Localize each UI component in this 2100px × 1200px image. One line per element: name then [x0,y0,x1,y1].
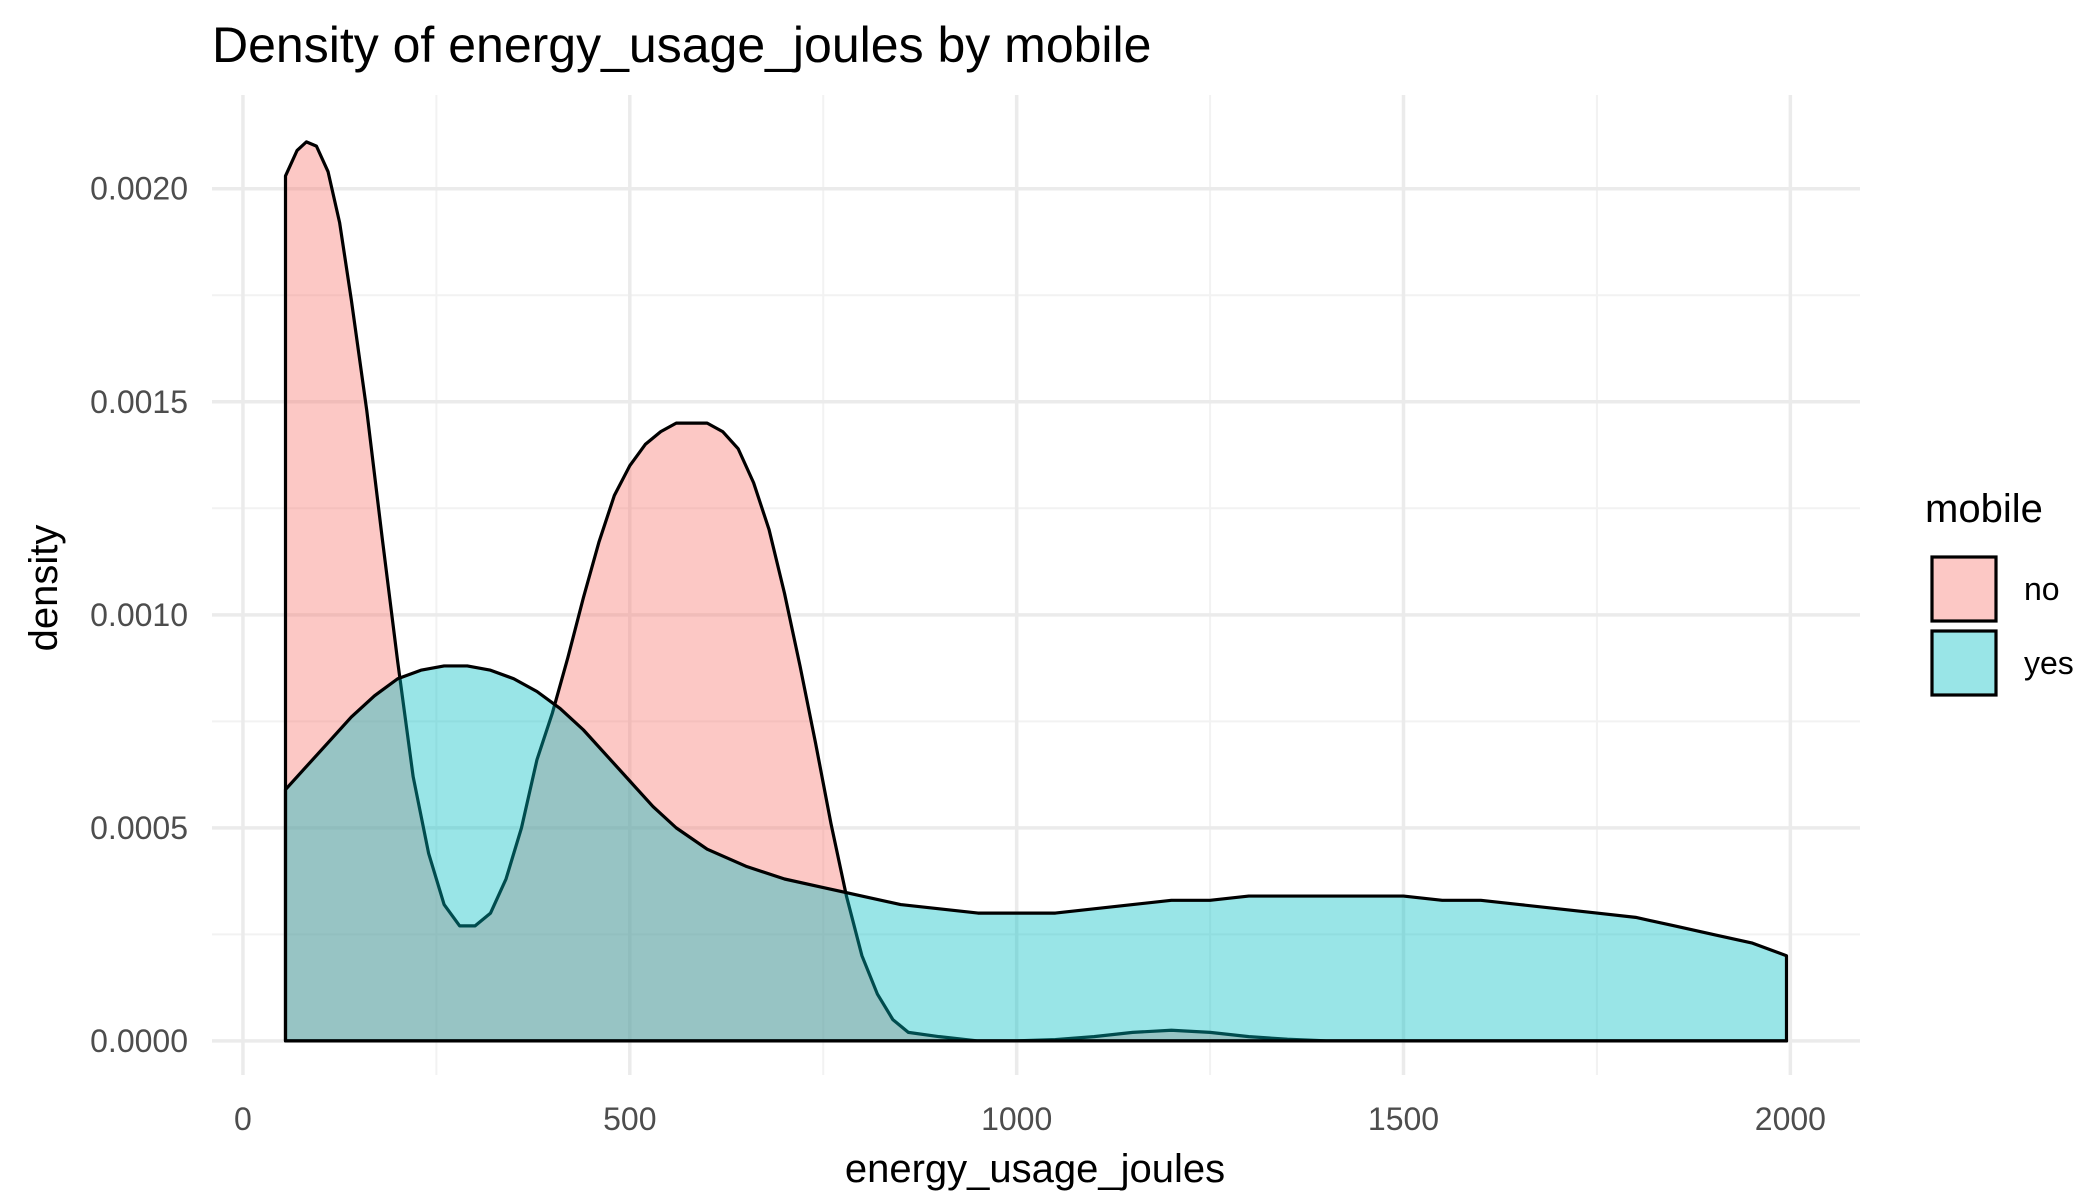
y-tick-label: 0.0010 [90,597,188,633]
x-tick-label: 2000 [1755,1101,1826,1137]
legend-title: mobile [1925,487,2043,531]
density-areas [283,140,1789,1043]
y-tick-label: 0.0000 [90,1023,188,1059]
y-axis-title: density [22,525,66,652]
x-tick-label: 1500 [1368,1101,1439,1137]
y-tick-label: 0.0015 [90,384,188,420]
chart-title: Density of energy_usage_joules by mobile [212,17,1151,73]
legend-key-background-yes [1932,631,1996,695]
legend-key-yes [1930,629,1998,697]
axis-ticks: 0 500 1000 1500 2000 0.0000 0.0005 0.0010 0.0015… [90,171,1826,1137]
legend-items: no yes [1930,555,2074,697]
y-tick-label: 0.0005 [90,810,188,846]
legend-label-yes: yes [2024,645,2074,681]
legend-key-no [1930,555,1998,623]
x-axis-title: energy_usage_joules [845,1147,1225,1191]
density-area-yes [283,664,1789,1043]
legend-label-no: no [2024,571,2060,607]
legend-key-background-no [1932,557,1996,621]
x-tick-label: 500 [603,1101,656,1137]
x-tick-label: 1000 [981,1101,1052,1137]
legend: mobile no yes [1925,487,2074,697]
density-area-no [283,140,1789,1043]
y-tick-label: 0.0020 [90,171,188,207]
x-tick-label: 0 [234,1101,252,1137]
